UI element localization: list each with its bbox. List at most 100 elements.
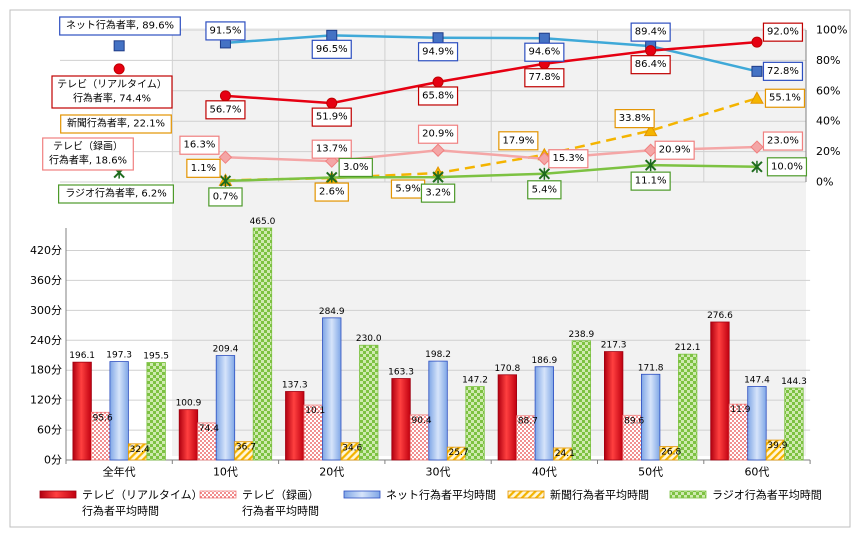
line-value-label-tv_live: 56.7% bbox=[210, 104, 242, 115]
legend-swatch-tv_live bbox=[39, 490, 77, 499]
marker-radio bbox=[538, 167, 551, 180]
marker-tv_live bbox=[432, 76, 444, 88]
category-label: 30代 bbox=[426, 466, 451, 479]
bar-series bbox=[72, 227, 804, 461]
marker-tv_live bbox=[645, 45, 657, 57]
bar-value-label: 196.1 bbox=[69, 351, 95, 361]
line-value-label-net: 89.4% bbox=[635, 27, 667, 38]
top-y-tick-label: 80% bbox=[816, 54, 840, 67]
line-value-label-tv_rec: 16.3% bbox=[184, 140, 216, 151]
line-value-label-newspaper-box bbox=[764, 88, 806, 108]
line-value-label-tv_rec-box bbox=[548, 149, 589, 169]
marker-radio bbox=[432, 171, 444, 184]
bar-value-label: 74.4 bbox=[199, 424, 219, 434]
bar-value-label: 163.3 bbox=[388, 368, 414, 378]
line-value-label-tv_rec: 20.9% bbox=[422, 129, 454, 140]
bar-value-label: 26.8 bbox=[661, 448, 681, 458]
overall-label-tv_rec: テレビ（録画） bbox=[53, 140, 123, 153]
line-value-label-newspaper: 5.9% bbox=[395, 184, 420, 195]
marker-radio bbox=[644, 159, 657, 172]
bar-value-label: 89.6 bbox=[624, 416, 644, 426]
overall-label-tv_live: 行為者率, 74.4% bbox=[73, 92, 151, 105]
marker-tv_rec bbox=[750, 140, 764, 154]
bar-value-label: 88.7 bbox=[518, 417, 538, 427]
legend-label-tv_live: テレビ（リアルタイム） bbox=[82, 489, 203, 502]
line-value-label-newspaper-box bbox=[314, 182, 349, 202]
bar-tv_live bbox=[285, 391, 305, 461]
line-value-label-net: 94.9% bbox=[422, 46, 454, 57]
bar-value-label: 144.3 bbox=[781, 377, 807, 387]
line-value-label-net-box bbox=[417, 42, 459, 62]
bar-value-label: 276.6 bbox=[707, 311, 733, 321]
bar-value-label: 34.6 bbox=[342, 444, 362, 454]
line-value-label-net: 96.5% bbox=[316, 44, 348, 55]
bar-radio bbox=[359, 344, 379, 461]
category-label: 50代 bbox=[638, 466, 663, 479]
bar-radio bbox=[571, 340, 591, 461]
marker-tv_rec bbox=[218, 150, 233, 164]
overall-label-tv_rec: 行為者率, 18.6% bbox=[49, 154, 127, 167]
bar-value-label: 24.1 bbox=[555, 449, 575, 459]
legend-label-newspaper: 新聞行為者平均時間 bbox=[550, 488, 649, 502]
bar-value-label: 238.9 bbox=[568, 330, 594, 340]
bar-value-label: 36.7 bbox=[236, 443, 256, 453]
bar-tv_live bbox=[72, 361, 92, 461]
bar-tv_live bbox=[178, 409, 199, 461]
bar-radio bbox=[465, 386, 485, 461]
bar-value-label: 284.9 bbox=[319, 307, 345, 317]
line-value-label-tv_live-box bbox=[630, 55, 671, 75]
line-value-label-tv_live: 77.8% bbox=[528, 72, 560, 83]
category-label: 40代 bbox=[532, 466, 557, 479]
category-label: 60代 bbox=[744, 466, 769, 479]
marker-radio bbox=[326, 171, 338, 184]
bar-net bbox=[428, 360, 448, 461]
marker-tv_live bbox=[751, 36, 763, 48]
bar-value-label: 230.0 bbox=[356, 334, 382, 344]
line-value-label-tv_rec: 15.3% bbox=[552, 153, 584, 164]
overall-label-net-box bbox=[59, 16, 181, 36]
marker-net bbox=[538, 32, 550, 44]
line-value-label-tv_live-box bbox=[205, 100, 246, 120]
legend-label-tv_rec: テレビ（録画） bbox=[242, 488, 319, 502]
line-value-label-net-box bbox=[524, 42, 565, 62]
legend-label-tv_live: 行為者平均時間 bbox=[82, 504, 159, 518]
legend-swatch-newspaper bbox=[507, 490, 545, 499]
line-tv_live bbox=[225, 40, 758, 105]
line-value-label-net-box bbox=[205, 21, 246, 41]
bar-radio bbox=[252, 227, 273, 461]
top-y-tick-label: 0% bbox=[816, 176, 833, 189]
legend-swatch-tv_rec bbox=[199, 490, 237, 499]
overall-marker-net bbox=[113, 40, 125, 52]
line-value-label-radio-box bbox=[420, 183, 456, 203]
bar-value-label: 465.0 bbox=[250, 217, 276, 227]
line-value-label-tv_live-box bbox=[524, 68, 565, 88]
line-value-label-radio-box bbox=[338, 157, 373, 178]
bar-value-label: 137.3 bbox=[282, 380, 308, 390]
legend-swatch-net bbox=[343, 490, 381, 499]
bar-tv_live bbox=[497, 374, 518, 461]
line-value-label-radio-box bbox=[630, 171, 671, 191]
line-value-label-radio-box bbox=[766, 157, 808, 177]
overall-label-newspaper-box bbox=[60, 114, 172, 134]
line-value-label-radio-box bbox=[208, 187, 243, 207]
marker-net bbox=[432, 32, 444, 44]
marker-radio bbox=[751, 160, 763, 173]
line-value-label-tv_rec: 13.7% bbox=[316, 144, 348, 155]
bar-y-tick-label: 60分 bbox=[37, 424, 62, 437]
bar-net bbox=[322, 317, 342, 461]
bar-radio bbox=[678, 353, 698, 461]
bar-value-label: 100.9 bbox=[176, 399, 202, 409]
bar-value-label: 209.4 bbox=[213, 345, 239, 355]
bar-value-label: 198.2 bbox=[425, 350, 451, 360]
bar-value-label: 217.3 bbox=[601, 341, 627, 351]
line-value-label-radio: 5.4% bbox=[532, 184, 557, 195]
line-value-label-newspaper-box bbox=[498, 131, 539, 151]
line-value-label-net: 94.6% bbox=[528, 47, 560, 58]
marker-newspaper bbox=[750, 91, 764, 104]
overall-marker-tv_live bbox=[113, 63, 125, 75]
bar-value-label: 212.1 bbox=[675, 343, 701, 353]
bar-net bbox=[534, 366, 554, 461]
category-label: 10代 bbox=[213, 466, 238, 479]
